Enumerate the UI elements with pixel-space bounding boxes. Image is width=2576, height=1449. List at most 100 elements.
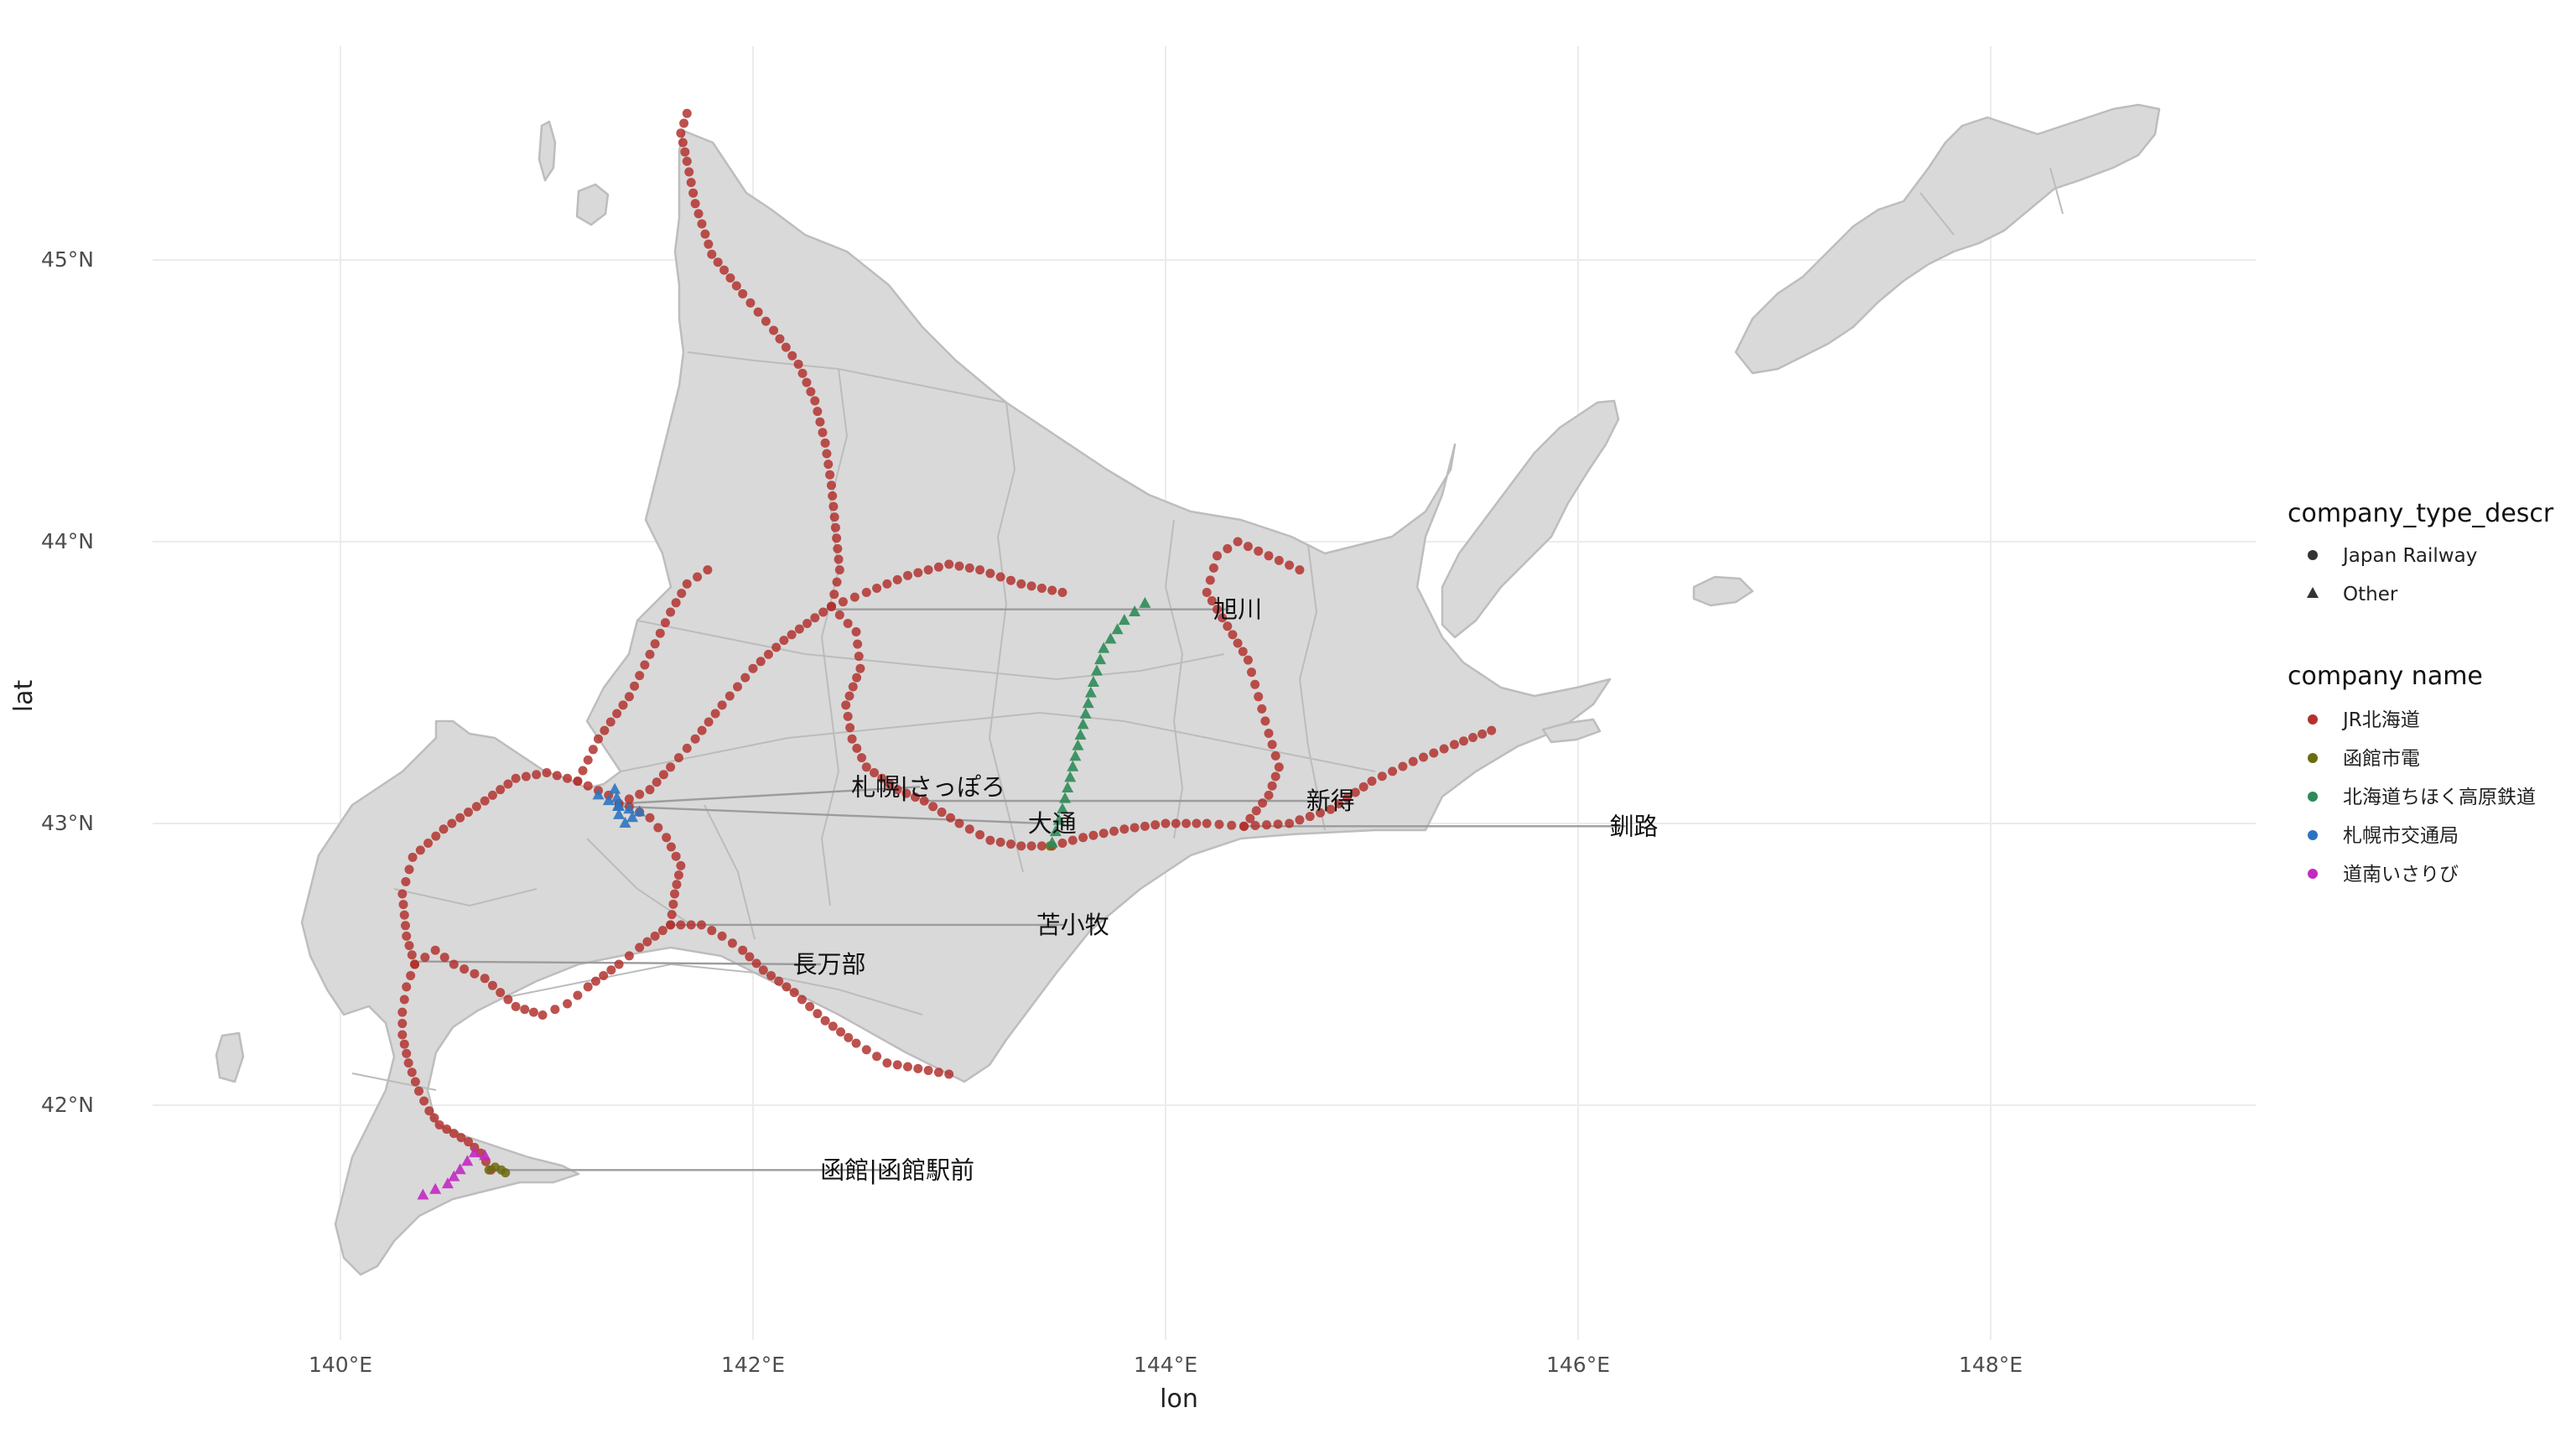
station-point (700, 229, 710, 239)
station-point (933, 562, 943, 572)
station-point (1119, 824, 1130, 834)
station-point (1260, 716, 1270, 726)
station-point (1171, 818, 1181, 828)
station-point (429, 1182, 442, 1194)
station-point (1305, 812, 1315, 822)
station-point (573, 990, 583, 1000)
station-point (402, 1048, 412, 1058)
station-point (456, 1133, 466, 1143)
station-point (1139, 596, 1151, 608)
station-point (828, 1021, 838, 1031)
habomai-islands (1541, 718, 1602, 744)
rebun-island (538, 120, 557, 182)
station-point (600, 725, 610, 735)
station-point (1243, 542, 1253, 552)
station-point (1006, 839, 1015, 849)
station-point (448, 1170, 460, 1182)
station-point (697, 920, 706, 930)
station-point (682, 108, 692, 118)
station-point (844, 1032, 854, 1042)
station-point (1049, 825, 1062, 837)
station-point (787, 630, 797, 640)
station-point (583, 781, 593, 791)
station-point (771, 642, 782, 652)
station-point (1247, 667, 1256, 678)
station-point (1228, 630, 1238, 640)
station-point (892, 574, 902, 584)
station-point (758, 965, 768, 975)
station-point (1057, 587, 1067, 597)
station-point (830, 522, 840, 532)
station-point (806, 387, 816, 397)
station-label: 新得 (1306, 787, 1355, 815)
station-point (424, 1106, 434, 1116)
station-point (872, 583, 882, 593)
station-point (407, 950, 417, 960)
land-basemap (215, 103, 2161, 1276)
station-point (1082, 697, 1094, 709)
station-point (496, 988, 506, 998)
station-point (829, 512, 839, 522)
station-point (417, 1188, 429, 1200)
station-point (1202, 818, 1212, 828)
station-point (854, 652, 864, 662)
station-point (1202, 587, 1212, 597)
station-point (671, 598, 681, 608)
station-point (1062, 782, 1074, 792)
station-point (671, 851, 681, 861)
station-point (870, 768, 880, 778)
station-point (480, 974, 490, 984)
station-point (738, 288, 748, 299)
station-point (779, 636, 789, 646)
station-point (538, 1010, 548, 1020)
station-point (1091, 664, 1103, 676)
station-point (763, 649, 773, 659)
station-point (825, 470, 835, 480)
station-point (826, 480, 836, 491)
station-point (1064, 771, 1077, 782)
station-point (408, 852, 418, 862)
station-point (1419, 752, 1428, 762)
station-point (460, 964, 470, 974)
station-point (818, 428, 828, 438)
station-point (1270, 771, 1280, 782)
station-label: 旭川 (1213, 595, 1262, 624)
y-tick-label: 42°N (41, 1093, 94, 1117)
station-point (1078, 833, 1088, 843)
station-point (487, 790, 497, 800)
station-label: 長万部 (793, 950, 866, 979)
station-point (1207, 596, 1217, 606)
station-point (1449, 740, 1459, 750)
station-point (1238, 647, 1248, 657)
station-point (640, 660, 650, 670)
station-point (1223, 543, 1233, 553)
station-point (613, 808, 626, 819)
station-point (521, 771, 531, 782)
y-tick-label: 43°N (41, 811, 94, 835)
station-point (441, 1177, 454, 1189)
station-point (717, 931, 727, 941)
station-point (619, 817, 631, 828)
station-point (885, 779, 895, 789)
legend-color-label: 道南いさりび (2343, 864, 2459, 886)
station-point (1250, 679, 1260, 689)
station-point (923, 565, 933, 575)
station-point (1367, 776, 1377, 787)
iturup-border (1919, 167, 2064, 236)
station-point (419, 1096, 429, 1106)
station-point (703, 565, 713, 575)
station-point (618, 700, 628, 710)
station-point (892, 1060, 902, 1070)
legend: company_type_descr Japan Railway Other c… (2288, 499, 2554, 886)
legend-color-label: 北海道ちほく高原鉄道 (2343, 787, 2536, 808)
subregion-borders (351, 351, 1376, 1091)
station-point (775, 334, 785, 344)
station-point (1262, 820, 1272, 830)
station-point (398, 900, 408, 910)
station-point (1057, 839, 1067, 849)
station-label: 札幌|さっぽろ (851, 772, 1005, 801)
station-point (845, 723, 855, 733)
station-point (650, 931, 660, 941)
station-point (1223, 621, 1233, 631)
